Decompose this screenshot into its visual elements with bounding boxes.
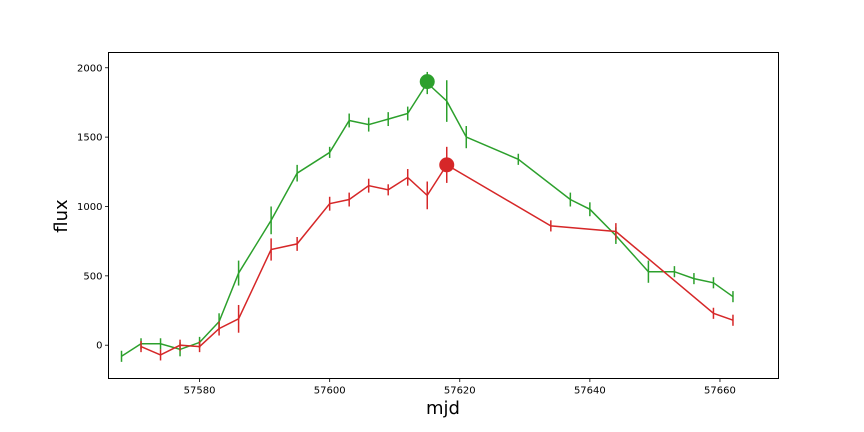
y-axis-label: flux	[51, 199, 72, 233]
series-0-line	[121, 81, 734, 357]
y-tick-label: 1500	[77, 133, 102, 144]
y-tick-label: 2000	[77, 63, 102, 74]
series-1-peak-marker	[439, 157, 455, 173]
series-0-peak-marker	[419, 74, 435, 90]
x-axis-label: mjd	[426, 398, 460, 419]
x-tick-label: 57620	[444, 386, 476, 397]
x-tick-label: 57580	[184, 386, 216, 397]
x-tick-label: 57600	[314, 386, 346, 397]
x-tick-label: 57660	[704, 386, 736, 397]
y-tick-label: 0	[96, 341, 102, 352]
plot-layer	[120, 71, 734, 362]
series-1	[140, 146, 734, 361]
series-0	[120, 71, 734, 362]
series-1-line	[140, 163, 734, 356]
x-tick-label: 57640	[574, 386, 606, 397]
ticks-layer: 57580 57600 57620 57640 57660 0 500 1000 1500 200…	[77, 63, 736, 396]
axes-frame	[108, 52, 779, 379]
y-tick-label: 1000	[77, 202, 102, 213]
y-tick-label: 500	[83, 271, 102, 282]
